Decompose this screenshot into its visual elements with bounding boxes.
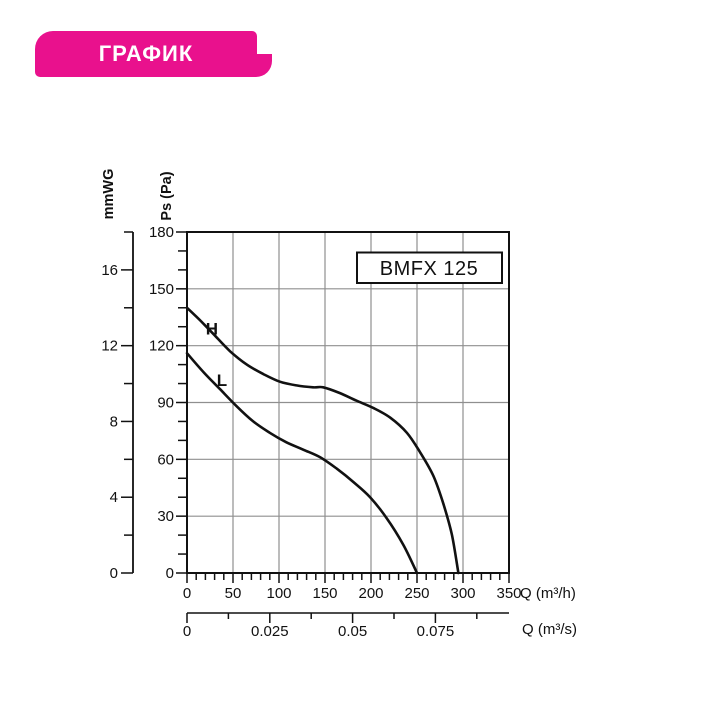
curve-H <box>185 306 460 575</box>
q-m3s-tick-label: 0 <box>183 623 191 640</box>
q-m3h-tick-label: 200 <box>358 585 383 602</box>
q-m3h-tick-label: 350 <box>496 585 521 602</box>
q-m3s-tick-label: 0.025 <box>251 623 289 640</box>
curve-L <box>185 351 419 575</box>
q-m3s-axis-title: Q (m³/s) <box>522 621 577 638</box>
banner: ГРАФИК <box>0 0 300 90</box>
mmwg-tick-label: 16 <box>101 262 118 279</box>
banner-label: ГРАФИК <box>98 41 194 66</box>
curve-label-L: L <box>217 371 227 390</box>
q-m3h-axis-title: Q (m³/h) <box>520 585 576 602</box>
q-m3h-tick-label: 100 <box>266 585 291 602</box>
pa-tick-label: 120 <box>149 338 174 355</box>
model-box-label: BMFX 125 <box>380 258 478 280</box>
q-m3h-tick-label: 300 <box>450 585 475 602</box>
q-m3h-tick-label: 250 <box>404 585 429 602</box>
q-m3h-tick-label: 0 <box>183 585 191 602</box>
mmwg-tick-label: 4 <box>110 489 118 506</box>
pa-tick-label: 0 <box>166 565 174 582</box>
q-m3h-tick-label: 150 <box>312 585 337 602</box>
banner-shape-extension <box>170 54 272 77</box>
pa-tick-label: 60 <box>157 451 174 468</box>
mmwg-axis-title: mmWG <box>101 169 117 220</box>
model-box <box>356 251 503 284</box>
curve-label-H: H <box>206 320 218 339</box>
pa-axis-title: Ps (Pa) <box>159 171 175 220</box>
pa-tick-label: 30 <box>157 508 174 525</box>
mmwg-tick-label: 8 <box>110 413 118 430</box>
pa-tick-label: 90 <box>157 395 174 412</box>
mmwg-tick-label: 0 <box>110 565 118 582</box>
q-m3s-tick-label: 0.075 <box>417 623 455 640</box>
pa-tick-label: 150 <box>149 281 174 298</box>
mmwg-tick-label: 12 <box>101 338 118 355</box>
q-m3s-tick-label: 0.05 <box>338 623 367 640</box>
pa-tick-label: 180 <box>149 224 174 241</box>
q-m3h-tick-label: 50 <box>225 585 242 602</box>
